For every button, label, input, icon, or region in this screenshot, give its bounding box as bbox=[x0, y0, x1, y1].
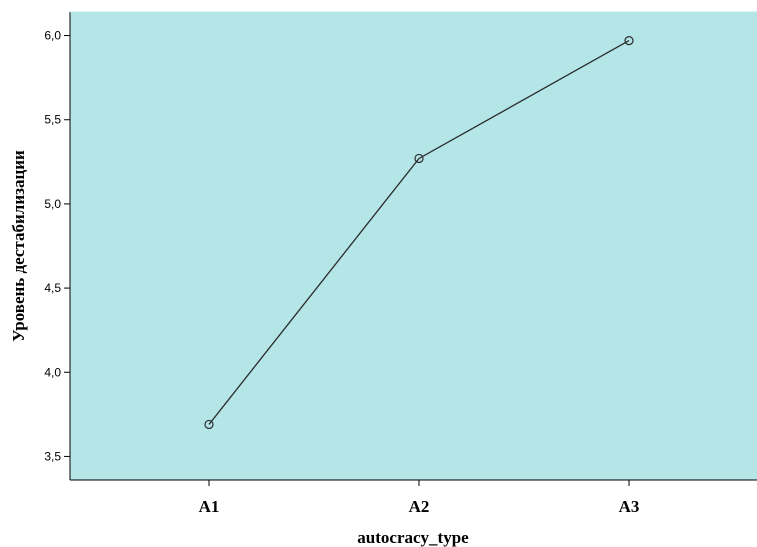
y-tick-label: 3,5 bbox=[44, 449, 61, 463]
y-tick-label: 5,5 bbox=[44, 113, 61, 127]
y-axis-title: Уровень дестабилизации bbox=[9, 150, 28, 342]
x-axis-title: autocracy_type bbox=[357, 528, 469, 547]
series-group bbox=[204, 36, 634, 430]
data-point-marker bbox=[204, 419, 214, 430]
y-ticks: 3,5 4,0 4,5 5,0 5,5 6,0 bbox=[44, 29, 70, 463]
data-point-marker bbox=[414, 153, 424, 164]
series-line bbox=[208, 40, 630, 425]
y-tick-label: 4,5 bbox=[44, 281, 61, 295]
x-ticks: A1 A2 A3 bbox=[199, 480, 640, 516]
y-tick-label: 6,0 bbox=[44, 29, 61, 43]
y-tick-label: 5,0 bbox=[44, 197, 61, 211]
x-tick-label: A2 bbox=[409, 497, 430, 516]
data-point-marker bbox=[624, 36, 634, 46]
x-tick-label: A1 bbox=[199, 497, 220, 516]
y-tick-label: 4,0 bbox=[44, 365, 61, 379]
plot-area bbox=[70, 12, 757, 480]
x-tick-label: A3 bbox=[619, 497, 640, 516]
